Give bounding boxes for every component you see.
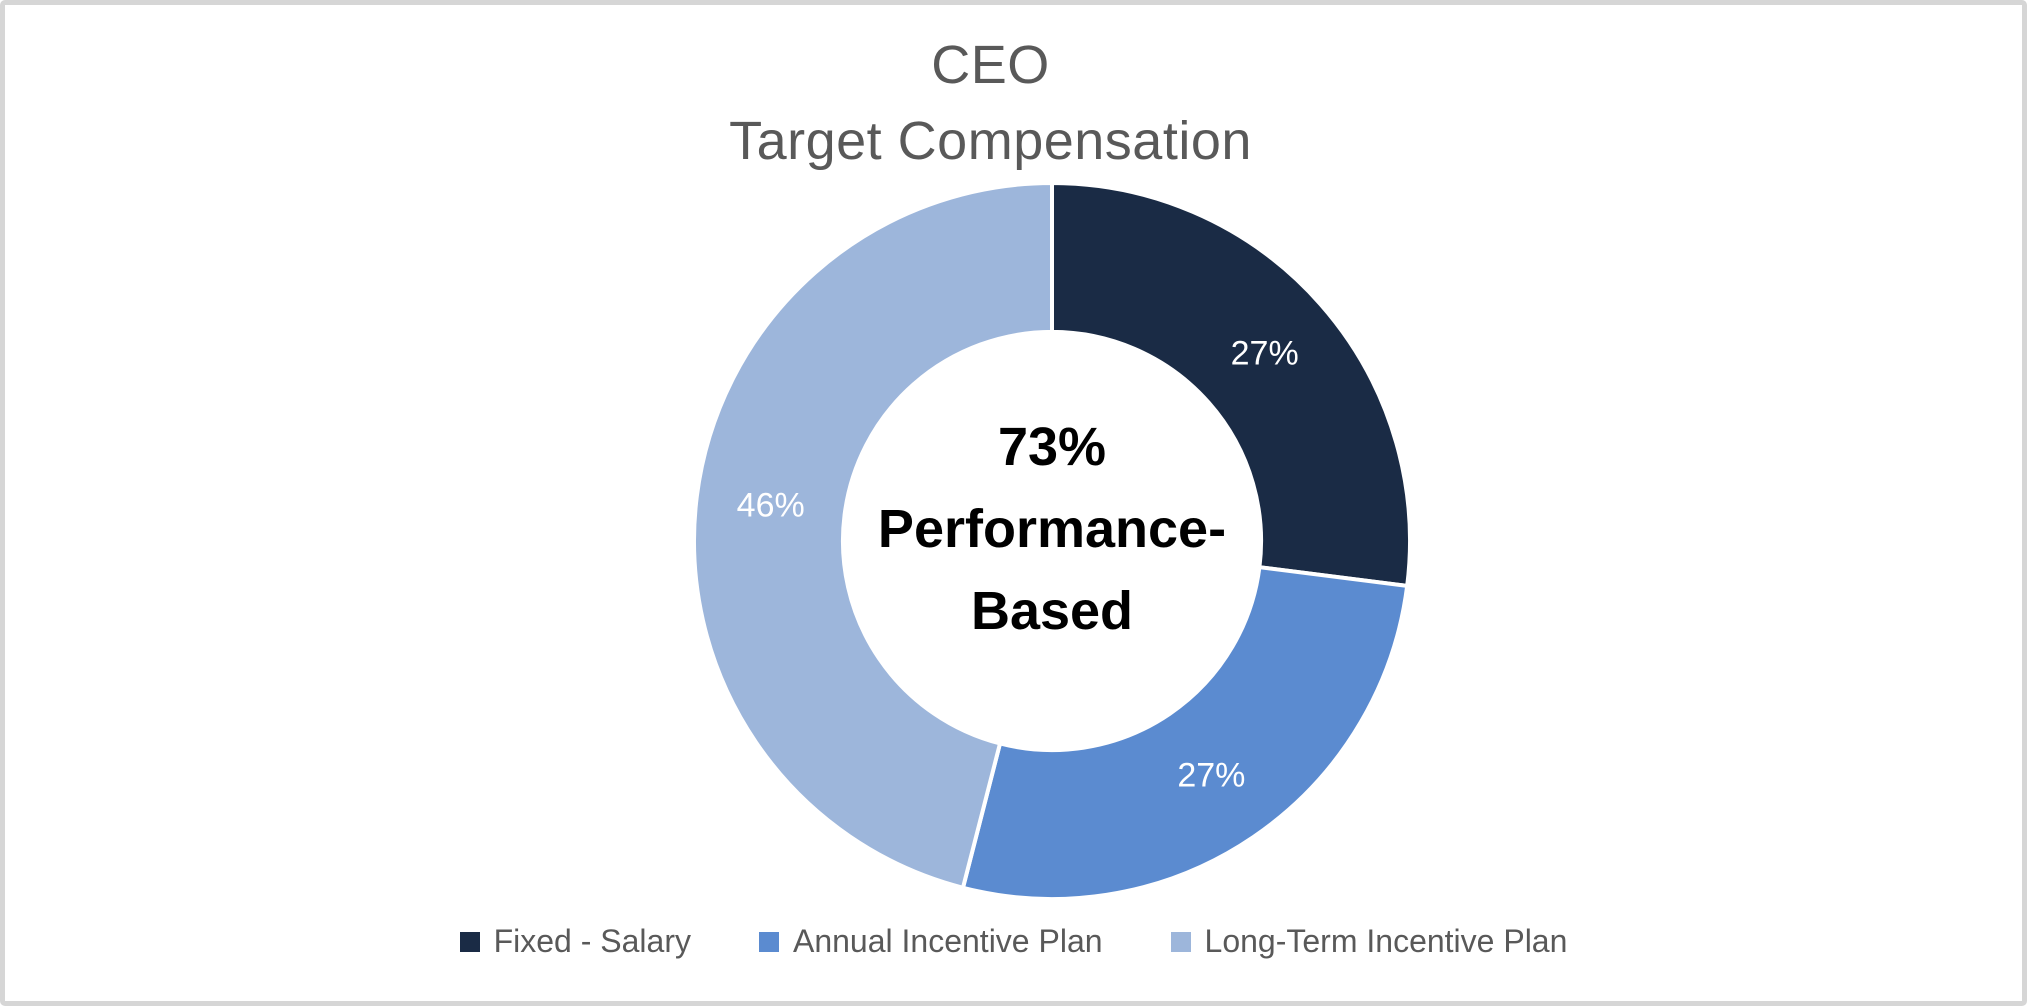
donut-chart: 27% 27% 46% — [692, 180, 1412, 901]
chart-title: CEO Target Compensation — [5, 27, 1999, 179]
chart-legend: Fixed - Salary Annual Incentive Plan Lon… — [5, 923, 2022, 960]
chart-title-line-2: Target Compensation — [729, 111, 1252, 171]
legend-item: Annual Incentive Plan — [758, 923, 1103, 960]
legend-marker — [1170, 931, 1191, 952]
legend-marker — [459, 931, 480, 952]
donut-slice — [1050, 180, 1412, 589]
donut-slice — [960, 564, 1410, 901]
legend-item: Long-Term Incentive Plan — [1170, 923, 1568, 960]
slice-percent-label: 27% — [1231, 334, 1299, 372]
slice-percent-label: 46% — [737, 486, 805, 524]
legend-marker — [758, 931, 779, 952]
donut-slice — [692, 180, 1054, 891]
center-label-line-2: Performance- — [877, 499, 1227, 559]
chart-title-line-1: CEO — [931, 35, 1050, 95]
legend-item: Fixed - Salary — [459, 923, 691, 960]
center-label-line-3: Based — [970, 581, 1134, 641]
center-label-line-1: 73% — [997, 417, 1107, 477]
slice-percent-label: 27% — [1177, 757, 1245, 795]
legend-label: Fixed - Salary — [493, 923, 691, 959]
legend-label: Long-Term Incentive Plan — [1204, 923, 1568, 959]
center-label: 73% Performance- Based — [878, 406, 1226, 652]
legend-label: Annual Incentive Plan — [792, 923, 1103, 959]
